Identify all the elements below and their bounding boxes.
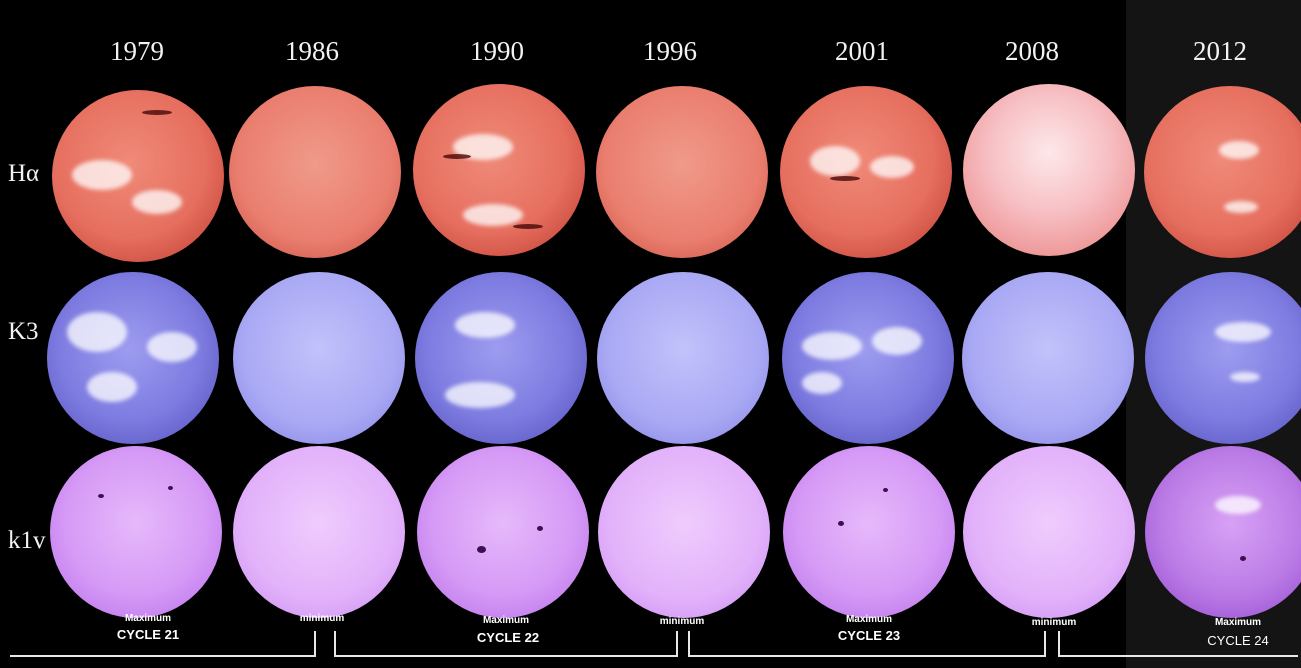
caption-maximum-1990: Maximum	[482, 615, 530, 626]
caption-minimum-1996: minimum	[659, 616, 705, 627]
cycle-24-bracket-start	[1058, 631, 1060, 657]
halpha-disk-2012	[1144, 86, 1301, 258]
cycle-23-bracket-end	[1044, 631, 1046, 657]
cycle-22-bracket-end	[676, 631, 678, 657]
k1v-disk-1986	[233, 446, 405, 618]
k3-disk-1986	[233, 272, 405, 444]
halpha-disk-1986	[229, 86, 401, 258]
k1v-disk-1996	[598, 446, 770, 618]
caption-cycle-21: CYCLE 21	[116, 627, 180, 642]
k3-disk-1996	[597, 272, 769, 444]
cycle-22-bracket	[334, 655, 678, 657]
k3-disk-1990	[415, 272, 587, 444]
k3-disk-2001	[782, 272, 954, 444]
halpha-disk-1996	[596, 86, 768, 258]
k1v-disk-1990	[417, 446, 589, 618]
row-label-halpha: Hα	[8, 160, 40, 187]
caption-cycle-22: CYCLE 22	[476, 630, 540, 645]
row-label-k3: K3	[8, 318, 39, 345]
k1v-disk-1979	[50, 446, 222, 618]
caption-cycle-23: CYCLE 23	[837, 628, 901, 643]
year-label-2008: 2008	[1005, 36, 1059, 66]
cycle-23-bracket-start	[688, 631, 690, 657]
k3-disk-2012	[1145, 272, 1301, 444]
year-label-1990: 1990	[470, 36, 524, 66]
halpha-disk-1979	[52, 90, 224, 262]
caption-minimum-2008: minimum	[1031, 617, 1077, 628]
cycle-21-bracket-end	[314, 631, 316, 657]
cycle-22-bracket-start	[334, 631, 336, 657]
cycle-23-bracket	[688, 655, 1046, 657]
year-label-1979: 1979	[110, 36, 164, 66]
k1v-disk-2008	[963, 446, 1135, 618]
k1v-disk-2001	[783, 446, 955, 618]
k3-disk-1979	[47, 272, 219, 444]
row-label-k1v: k1v	[8, 527, 46, 554]
k3-disk-2008	[962, 272, 1134, 444]
cycle-24-bracket	[1058, 655, 1298, 657]
caption-maximum-2012: Maximum	[1214, 617, 1262, 628]
year-label-1996: 1996	[643, 36, 697, 66]
cycle-21-bracket	[10, 655, 316, 657]
caption-maximum-2001: Maximum	[845, 614, 893, 625]
caption-cycle-24: CYCLE 24	[1207, 633, 1269, 648]
halpha-disk-1990	[413, 84, 585, 256]
year-label-2001: 2001	[835, 36, 889, 66]
caption-minimum-1986: minimum	[299, 613, 345, 624]
halpha-disk-2008	[963, 84, 1135, 256]
k1v-disk-2012	[1145, 446, 1301, 618]
year-label-2012: 2012	[1193, 36, 1247, 66]
halpha-disk-2001	[780, 86, 952, 258]
year-label-1986: 1986	[285, 36, 339, 66]
caption-maximum-1979: Maximum	[124, 613, 172, 624]
